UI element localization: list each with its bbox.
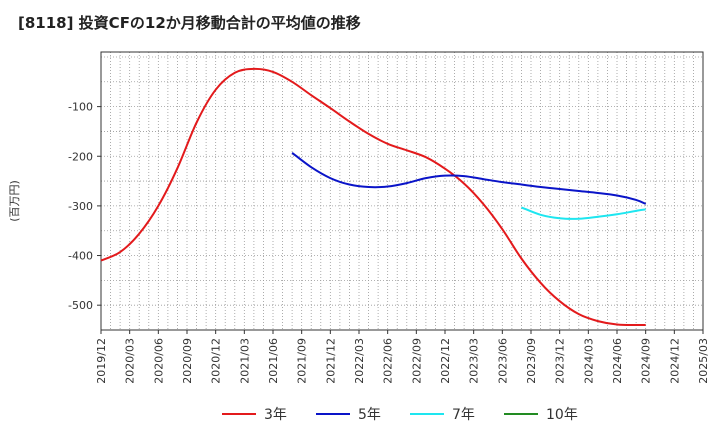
x-tick-label: 2022/12 [439, 338, 452, 384]
x-tick-label: 2020/06 [152, 338, 165, 384]
x-tick-label: 2020/12 [210, 338, 223, 384]
x-tick-label: 2021/09 [296, 338, 309, 384]
legend-label-3: 10年 [546, 407, 578, 423]
series-line-0 [100, 67, 646, 327]
x-tick-label: 2021/12 [324, 338, 337, 384]
y-tick-label: -300 [68, 200, 93, 213]
legend-label-0: 3年 [264, 407, 287, 423]
x-tick-label: 2024/09 [640, 338, 653, 384]
x-tick-label: 2024/06 [611, 338, 624, 384]
x-tick-label: 2024/12 [668, 338, 681, 384]
legend-label-1: 5年 [358, 407, 381, 423]
x-tick-label: 2022/03 [353, 338, 366, 384]
y-tick-label: -500 [68, 299, 93, 312]
legend-label-2: 7年 [452, 407, 475, 423]
y-tick-label: -200 [68, 150, 93, 163]
y-tick-label: -100 [68, 101, 93, 114]
x-tick-label: 2019/12 [95, 338, 108, 384]
x-tick-label: 2025/03 [697, 338, 710, 384]
chart-title: [8118] 投資CFの12か月移動合計の平均値の推移 [18, 14, 361, 32]
x-tick-label: 2023/12 [554, 338, 567, 384]
x-tick-label: 2020/09 [181, 338, 194, 384]
x-tick-label: 2023/06 [496, 338, 509, 384]
x-tick-label: 2023/03 [468, 338, 481, 384]
y-axis-label: (百万円) [8, 180, 21, 222]
series-line-2 [521, 206, 646, 220]
x-tick-label: 2022/09 [410, 338, 423, 384]
x-tick-label: 2021/06 [267, 338, 280, 384]
x-tick-label: 2021/03 [238, 338, 251, 384]
y-tick-label: -400 [68, 250, 93, 263]
series-line-1 [291, 152, 647, 205]
plot-frame [100, 51, 704, 331]
x-tick-label: 2020/03 [124, 338, 137, 384]
x-tick-label: 2023/09 [525, 338, 538, 384]
x-tick-label: 2024/03 [582, 338, 595, 384]
x-tick-label: 2022/06 [382, 338, 395, 384]
